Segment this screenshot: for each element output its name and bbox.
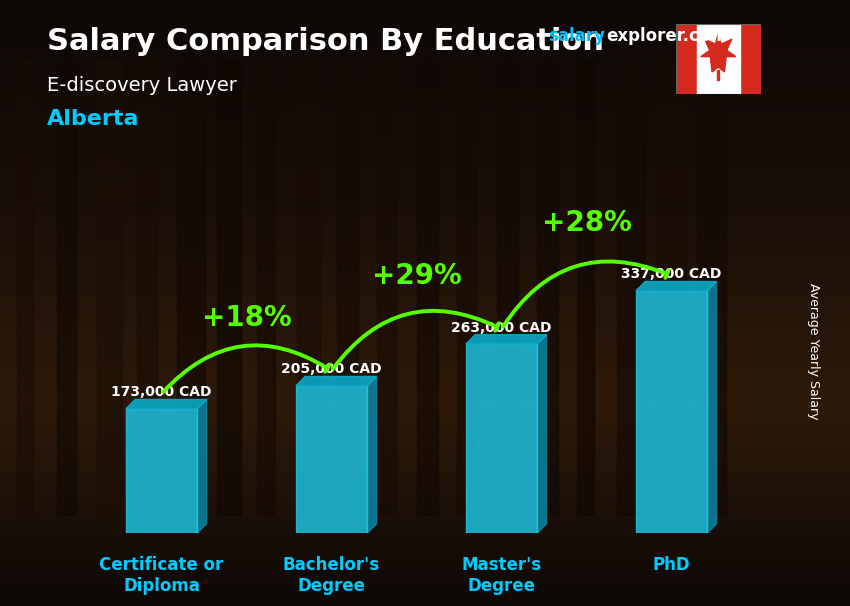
Text: +29%: +29% [371,262,462,290]
Text: Alberta: Alberta [47,109,139,129]
Text: +18%: +18% [201,304,292,332]
Text: 173,000 CAD: 173,000 CAD [111,385,212,399]
Bar [636,291,707,533]
Bar [97,61,120,515]
Bar [417,61,437,515]
Text: 205,000 CAD: 205,000 CAD [281,362,382,376]
Bar [657,61,676,515]
Bar [497,61,523,515]
Bar [126,409,197,533]
Bar [377,61,398,515]
Bar [617,61,636,515]
Bar [217,61,242,515]
Polygon shape [296,376,377,386]
Text: +28%: +28% [541,209,632,238]
Bar [297,61,319,515]
Bar [466,344,537,533]
Polygon shape [636,281,717,291]
Bar [296,386,367,533]
Text: Master's
Degree: Master's Degree [462,556,541,594]
Bar [676,24,697,94]
Polygon shape [197,399,207,533]
Bar [697,24,740,94]
Text: explorer.com: explorer.com [606,27,728,45]
Bar [177,61,204,515]
Text: Bachelor's
Degree: Bachelor's Degree [283,556,380,594]
Bar [257,61,275,515]
Bar [457,61,482,515]
Polygon shape [537,335,547,533]
Text: Average Yearly Salary: Average Yearly Salary [808,283,820,420]
Text: salary: salary [548,27,605,45]
Text: 263,000 CAD: 263,000 CAD [451,321,552,335]
Polygon shape [367,376,377,533]
Polygon shape [707,281,717,533]
Bar [57,61,76,515]
Polygon shape [700,34,736,72]
Text: E-discovery Lawyer: E-discovery Lawyer [47,76,236,95]
Bar [137,61,162,515]
Bar [697,61,727,515]
Bar [337,61,358,515]
Bar [717,70,719,80]
Bar [537,61,558,515]
Bar [577,61,604,515]
Text: Salary Comparison By Education: Salary Comparison By Education [47,27,603,56]
Polygon shape [466,335,547,344]
Bar [17,61,45,515]
Text: Certificate or
Diploma: Certificate or Diploma [99,556,224,594]
Text: PhD: PhD [653,556,690,574]
Bar [740,24,761,94]
Text: 337,000 CAD: 337,000 CAD [621,267,722,281]
Polygon shape [126,399,207,409]
